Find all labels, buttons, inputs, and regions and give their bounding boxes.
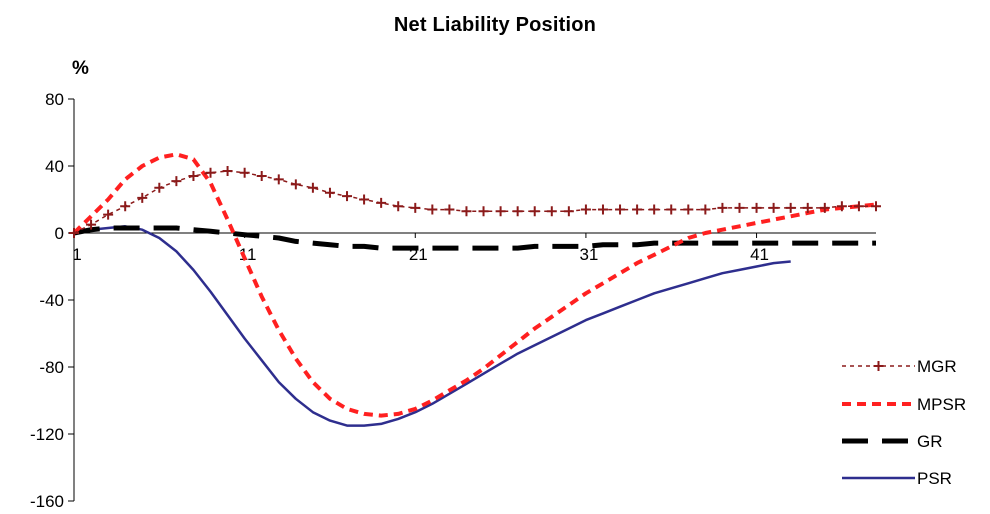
- series-marker-mgr: [785, 202, 796, 213]
- series-marker-mgr: [751, 202, 762, 213]
- y-tick-label: 80: [45, 90, 64, 109]
- series-marker-mgr: [86, 219, 97, 230]
- legend-label-gr: GR: [917, 432, 943, 451]
- series-marker-mgr: [239, 167, 250, 178]
- series-marker-mgr: [768, 202, 779, 213]
- legend-label-mgr: MGR: [917, 357, 957, 376]
- series-marker-mgr: [393, 201, 404, 212]
- series-marker-mgr: [495, 206, 506, 217]
- series-marker-mgr: [734, 202, 745, 213]
- chart-title: Net Liability Position: [393, 14, 597, 36]
- series-marker-mgr: [188, 171, 199, 182]
- y-tick-label: 40: [45, 157, 64, 176]
- x-tick-label: 31: [579, 245, 598, 264]
- y-tick-label: -160: [30, 492, 64, 511]
- legend-marker-mgr: [873, 361, 884, 371]
- series-marker-mgr: [376, 197, 387, 208]
- x-tick-label: 41: [750, 245, 769, 264]
- series-line-gr: [73, 225, 876, 251]
- series-marker-mgr: [273, 174, 284, 185]
- series-marker-mgr: [853, 201, 864, 212]
- series-marker-mgr: [666, 204, 677, 215]
- y-tick-label: -80: [39, 358, 64, 377]
- series-marker-mgr: [444, 204, 455, 215]
- series-marker-mgr: [137, 192, 148, 203]
- series-marker-mgr: [546, 206, 557, 217]
- series-marker-mgr: [512, 206, 523, 217]
- series-marker-mgr: [563, 206, 574, 217]
- series-marker-mgr: [324, 187, 335, 198]
- series-marker-mgr: [120, 201, 131, 212]
- series-marker-mgr: [871, 201, 881, 212]
- legend-label-psr: PSR: [917, 469, 952, 488]
- series-marker-mgr: [103, 209, 114, 220]
- series-marker-mgr: [683, 204, 694, 215]
- series-marker-mgr: [410, 202, 421, 213]
- series-marker-mgr: [529, 206, 540, 217]
- y-axis-unit-label: %: [72, 58, 89, 79]
- series-marker-mgr: [359, 194, 370, 205]
- series-marker-mgr: [256, 171, 267, 182]
- series-marker-mgr: [700, 204, 711, 215]
- y-tick-label: -40: [39, 291, 64, 310]
- series-marker-mgr: [717, 202, 728, 213]
- series-marker-mgr: [427, 204, 438, 215]
- series-marker-mgr: [649, 204, 660, 215]
- series-marker-mgr: [615, 204, 626, 215]
- series-marker-mgr: [307, 182, 318, 193]
- series-marker-mgr: [478, 206, 489, 217]
- series-line-mpsr: [72, 152, 877, 418]
- series-line-psr: [73, 225, 791, 427]
- y-tick-label: 0: [55, 224, 64, 243]
- series-marker-mgr: [154, 182, 165, 193]
- series-marker-mgr: [290, 179, 301, 190]
- legend-label-mpsr: MPSR: [917, 395, 966, 414]
- series-marker-mgr: [342, 191, 353, 202]
- series-marker-mgr: [69, 228, 79, 238]
- series-marker-mgr: [461, 206, 472, 217]
- series-marker-mgr: [836, 201, 847, 212]
- series-marker-mgr: [819, 202, 830, 213]
- y-tick-label: -120: [30, 425, 64, 444]
- series-marker-mgr: [802, 202, 813, 213]
- series-marker-mgr: [205, 167, 216, 178]
- series-marker-mgr: [222, 166, 233, 177]
- series-marker-mgr: [597, 204, 608, 215]
- series-marker-mgr: [580, 204, 591, 215]
- series-marker-mgr: [632, 204, 643, 215]
- series-marker-mgr: [171, 176, 182, 187]
- x-tick-label: 1: [72, 245, 81, 264]
